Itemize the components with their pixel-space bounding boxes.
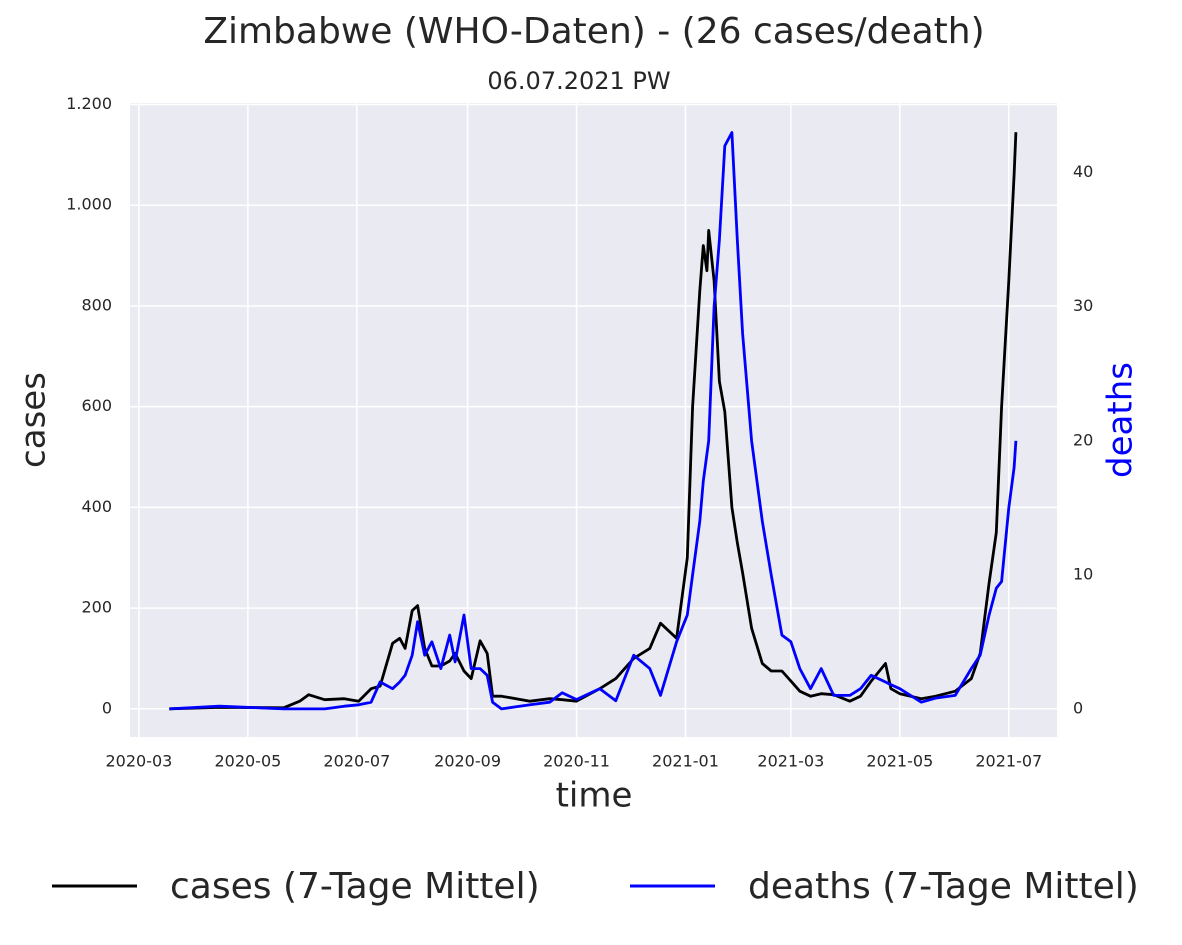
x-tick-label: 2021-05 [866,752,933,771]
x-tick-label: 2021-07 [975,752,1042,771]
y2-tick-label: 10 [1073,564,1093,583]
y2-tick-label: 30 [1073,296,1093,315]
x-axis-label: time [556,776,633,816]
y2-tick-label: 0 [1073,698,1083,717]
y2-tick-label: 20 [1073,430,1093,449]
y-axis-label: cases [14,372,54,468]
data-line [169,131,1018,711]
y-tick-label: 600 [81,396,112,415]
y-tick-label: 1.000 [66,195,112,214]
y-tick-label: 200 [81,598,112,617]
x-tick-label: 2020-09 [434,752,501,771]
y-tick-label: 800 [81,295,112,314]
x-tick-label: 2021-03 [757,752,824,771]
x-tick-label: 2020-07 [323,752,390,771]
y-tick-label: 1.200 [66,94,112,113]
legend-label: cases (7-Tage Mittel) [170,866,540,907]
plot-area [130,103,1057,737]
x-tick-label: 2020-05 [214,752,281,771]
x-tick-label: 2020-11 [543,752,610,771]
y-tick-label: 400 [81,497,112,516]
x-tick-label: 2020-03 [106,752,173,771]
y-tick-label: 0 [102,698,112,717]
chart-title: Zimbabwe (WHO-Daten) - (26 cases/death) [203,11,984,52]
x-tick-label: 2021-01 [652,752,719,771]
y2-tick-label: 40 [1073,162,1093,181]
y2-axis-label: deaths [1101,362,1141,478]
legend-label: deaths (7-Tage Mittel) [748,866,1139,907]
chart-subtitle: 06.07.2021 PW [487,67,670,95]
